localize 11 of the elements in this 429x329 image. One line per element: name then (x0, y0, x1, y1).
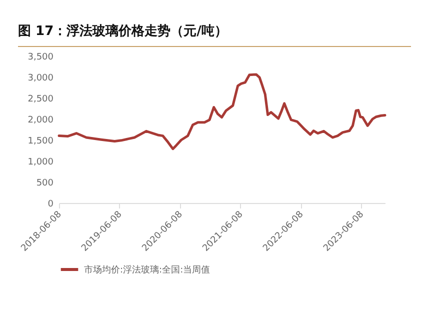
y-tick-label: 1,500 (28, 136, 54, 146)
y-tick-label: 2,000 (28, 116, 54, 126)
y-tick-label: 1,000 (28, 158, 54, 168)
y-tick-label: 3,500 (28, 52, 54, 62)
y-tick-label: 3,000 (28, 74, 54, 84)
line-series (58, 73, 386, 150)
y-tick-label: 500 (36, 178, 54, 188)
y-tick-label: 0 (48, 200, 54, 210)
y-tick-label: 2,500 (28, 94, 54, 104)
legend-label: 市场均价:浮法玻璃:全国:当周值 (84, 264, 210, 276)
chart-title: 图 17：浮法玻璃价格走势（元/吨） (18, 22, 411, 47)
